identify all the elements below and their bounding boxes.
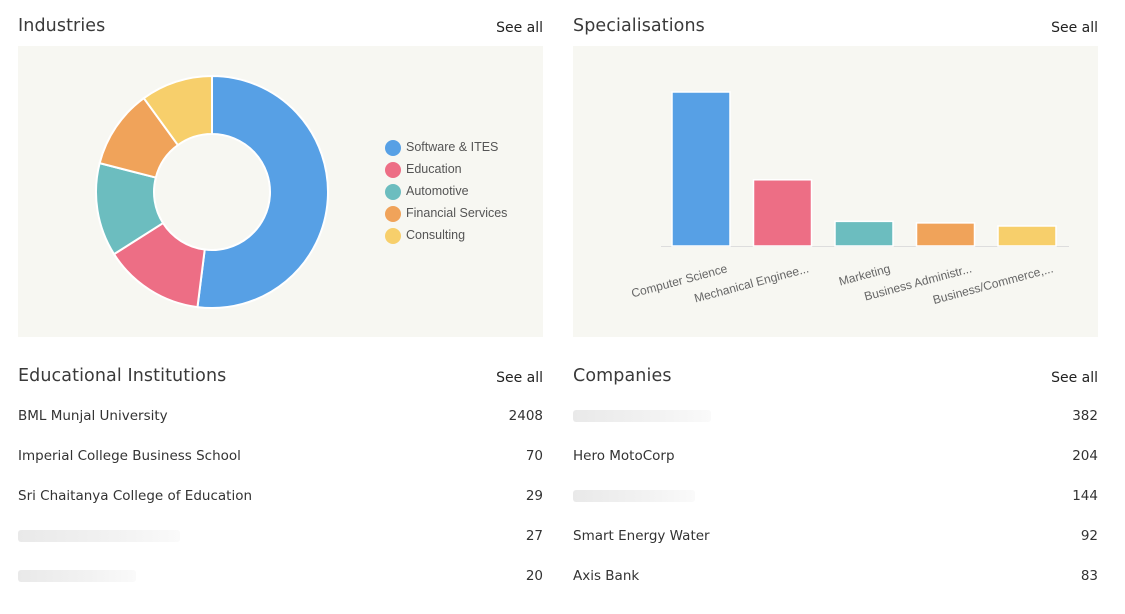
list-item[interactable]: Imperial College Business School 70 — [18, 446, 543, 486]
companies-header: Companies See all — [573, 350, 1098, 386]
institution-count: 29 — [525, 488, 543, 504]
legend-label: Software & ITES — [406, 140, 499, 154]
company-count: 92 — [1080, 528, 1098, 544]
list-item[interactable]: BML Munjal University 2408 — [18, 406, 543, 446]
legend-swatch — [385, 140, 401, 156]
bar-marketing[interactable] — [834, 220, 894, 247]
industries-chart: Software & ITES Education Automotive Financ… — [18, 46, 543, 337]
companies-list: 382 Hero MotoCorp 204 144 Smart Energy W… — [573, 406, 1098, 606]
industries-panel: Industries See all Software & ITES Educat… — [18, 0, 543, 340]
institution-count: 27 — [525, 528, 543, 544]
list-item[interactable]: 144 — [573, 486, 1098, 526]
legend-swatch — [385, 184, 401, 200]
educational-institutions-see-all-link[interactable]: See all — [496, 370, 543, 386]
bar-business-commerce[interactable] — [997, 225, 1057, 247]
list-item[interactable]: Hero MotoCorp 204 — [573, 446, 1098, 486]
companies-title: Companies — [573, 366, 672, 386]
institution-count: 70 — [525, 448, 543, 464]
educational-institutions-panel: Educational Institutions See all BML Mun… — [18, 350, 543, 584]
specialisations-panel: Specialisations See all Computer Science… — [573, 0, 1098, 340]
companies-see-all-link[interactable]: See all — [1051, 370, 1098, 386]
list-item[interactable]: 382 — [573, 406, 1098, 446]
institution-name-redacted — [18, 528, 180, 544]
companies-panel: Companies See all 382 Hero MotoCorp 204 … — [573, 350, 1098, 584]
institution-name: BML Munjal University — [18, 408, 168, 424]
legend-swatch — [385, 162, 401, 178]
educational-institutions-header: Educational Institutions See all — [18, 350, 543, 386]
industries-see-all-link[interactable]: See all — [496, 20, 543, 36]
specialisations-title: Specialisations — [573, 16, 705, 36]
list-item[interactable]: Sri Chaitanya College of Education 29 — [18, 486, 543, 526]
legend-label: Consulting — [406, 228, 466, 242]
institution-name-redacted — [18, 568, 136, 584]
list-item[interactable]: 20 — [18, 566, 543, 606]
company-name: Smart Energy Water — [573, 528, 710, 544]
company-count: 144 — [1072, 488, 1098, 504]
bar-mechanical-enginee[interactable] — [752, 179, 813, 247]
industries-donut-chart — [95, 74, 329, 309]
legend-swatch — [385, 206, 401, 222]
specialisations-see-all-link[interactable]: See all — [1051, 20, 1098, 36]
institution-name: Sri Chaitanya College of Education — [18, 488, 253, 504]
company-count: 382 — [1072, 408, 1098, 424]
bar-computer-science[interactable] — [671, 91, 731, 247]
company-name: Axis Bank — [573, 568, 640, 584]
legend-label: Financial Services — [406, 206, 508, 220]
industries-header: Industries See all — [18, 0, 543, 36]
company-count: 83 — [1080, 568, 1098, 584]
company-name-redacted — [573, 488, 695, 504]
list-item[interactable]: Smart Energy Water 92 — [573, 526, 1098, 566]
company-name-redacted — [573, 408, 711, 424]
industries-title: Industries — [18, 16, 106, 36]
company-name: Hero MotoCorp — [573, 448, 675, 464]
donut-slice-software-ites[interactable] — [196, 74, 329, 309]
educational-institutions-title: Educational Institutions — [18, 366, 227, 386]
institution-count: 2408 — [508, 408, 543, 424]
company-count: 204 — [1072, 448, 1098, 464]
educational-institutions-list: BML Munjal University 2408 Imperial Coll… — [18, 406, 543, 606]
legend-label: Automotive — [406, 184, 469, 198]
institution-count: 20 — [525, 568, 543, 584]
specialisations-chart: Computer Science Mechanical Enginee... Mar… — [573, 46, 1098, 337]
legend-swatch — [385, 228, 401, 244]
donut-slice-consulting[interactable] — [142, 74, 213, 147]
list-item[interactable]: Axis Bank 83 — [573, 566, 1098, 606]
list-item[interactable]: 27 — [18, 526, 543, 566]
institution-name: Imperial College Business School — [18, 448, 241, 464]
bar-business-administr[interactable] — [915, 222, 976, 247]
legend-label: Education — [406, 162, 462, 176]
specialisations-header: Specialisations See all — [573, 0, 1098, 36]
